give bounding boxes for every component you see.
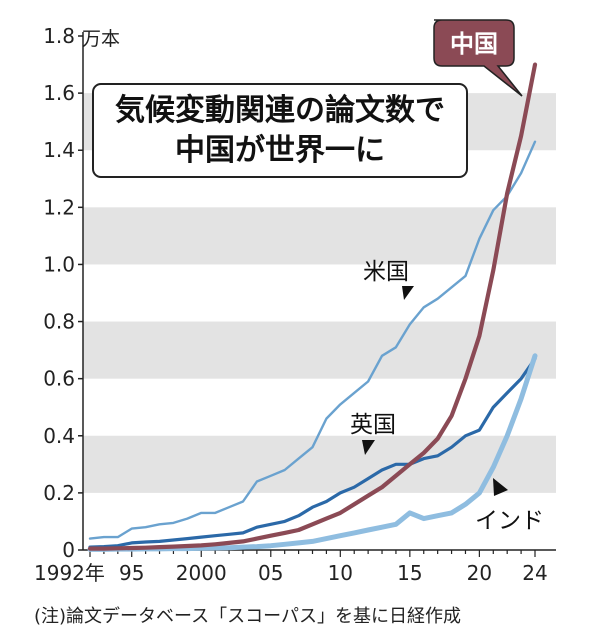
title-box: 気候変動関連の論文数で 中国が世界一に bbox=[92, 83, 468, 178]
india-series-label: インド bbox=[475, 508, 544, 534]
y-tick-label: 1.4 bbox=[43, 138, 75, 162]
y-tick-label: 1.0 bbox=[43, 252, 75, 276]
y-tick-label: 0.8 bbox=[43, 310, 75, 334]
chart-title-line-2: 中国が世界一に bbox=[175, 133, 385, 168]
y-tick-label: 1.8 bbox=[43, 24, 75, 48]
x-tick-label: 24 bbox=[522, 561, 547, 585]
y-tick-label: 0.2 bbox=[43, 481, 75, 505]
grid-band bbox=[83, 321, 556, 379]
y-tick-label: 0.6 bbox=[43, 367, 75, 391]
x-tick-label: 10 bbox=[328, 561, 353, 585]
grid-band bbox=[83, 207, 556, 265]
china-series-label: 中国 bbox=[450, 30, 498, 58]
chart-title-line-1: 気候変動関連の論文数で bbox=[115, 93, 445, 128]
india-pointer bbox=[493, 478, 508, 496]
x-axis-ticks: 1992年 95 2000 05 10 15 20 24 bbox=[34, 550, 548, 585]
series-line-us bbox=[88, 140, 537, 540]
y-tick-label: 0.4 bbox=[43, 424, 75, 448]
x-tick-label: 1992年 bbox=[34, 561, 105, 585]
y-tick-label: 0 bbox=[62, 538, 75, 562]
series-lines bbox=[87, 62, 538, 552]
unit-label: 万本 bbox=[82, 28, 120, 50]
x-tick-label: 15 bbox=[397, 561, 422, 585]
y-tick-label: 1.2 bbox=[43, 195, 75, 219]
series-line-uk bbox=[88, 357, 537, 549]
series-line-china bbox=[87, 62, 538, 551]
x-tick-label: 05 bbox=[258, 561, 283, 585]
x-tick-label: 95 bbox=[119, 561, 144, 585]
china-callout: 中国 bbox=[433, 19, 523, 97]
x-tick-label: 20 bbox=[467, 561, 492, 585]
us-label-group: 米国 bbox=[363, 259, 414, 300]
us-series-label: 米国 bbox=[363, 259, 409, 285]
uk-label-group: 英国 bbox=[350, 412, 396, 455]
india-label-group: インド bbox=[475, 478, 544, 534]
x-tick-label: 2000 bbox=[176, 561, 227, 585]
grid-band bbox=[83, 435, 556, 493]
us-pointer bbox=[402, 286, 414, 300]
y-axis-ticks: 0 0.2 0.4 0.6 0.8 1.0 1.2 1.4 1.6 1.8 bbox=[43, 24, 83, 562]
uk-pointer bbox=[362, 440, 375, 455]
y-tick-label: 1.6 bbox=[43, 81, 75, 105]
source-note: (注)論文データベース「スコーパス」を基に日経作成 bbox=[34, 606, 461, 627]
uk-series-label: 英国 bbox=[350, 412, 396, 438]
